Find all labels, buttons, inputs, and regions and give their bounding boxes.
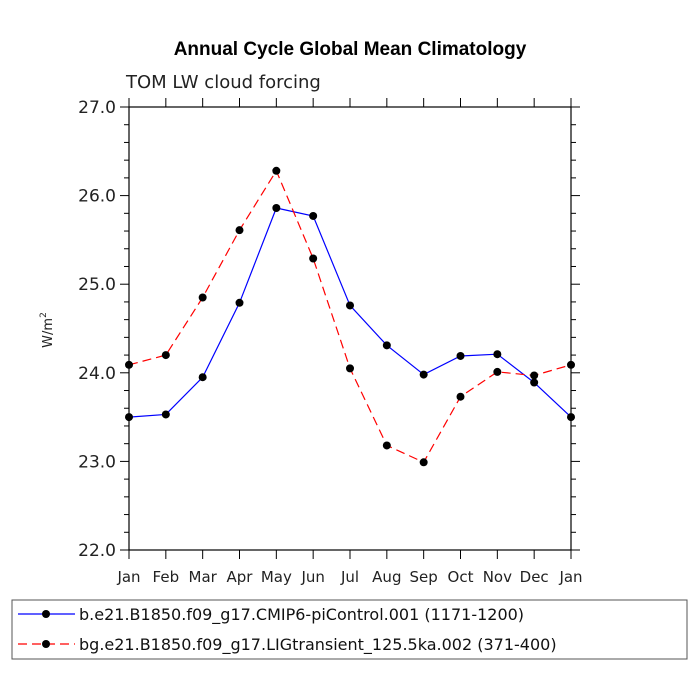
series-1-point <box>309 211 318 220</box>
series-1-point <box>567 413 575 422</box>
x-tick-label: Jan <box>116 568 140 586</box>
legend-box <box>11 599 688 660</box>
x-tick-label: Mar <box>189 568 218 586</box>
legend-label-2: bg.e21.B1850.f09_g17.LIGtransient_125.5k… <box>79 635 557 655</box>
series-2-point <box>530 371 539 380</box>
series-line-1 <box>128 207 572 418</box>
series-2-point <box>419 458 428 467</box>
chart-title: Annual Cycle Global Mean Climatology <box>174 39 527 60</box>
legend: b.e21.B1850.f09_g17.CMIP6-piControl.001 … <box>11 599 688 660</box>
series-1-point <box>161 410 170 419</box>
series-2-point <box>125 360 133 369</box>
series-2-point <box>198 293 207 302</box>
series-1-point <box>125 413 133 422</box>
plot-axes: 22.0 23.0 24.0 25.0 26.0 27.0 Jan Feb Mar Apr May J… <box>78 98 583 586</box>
x-tick-label: Aug <box>372 568 401 586</box>
series-1-point <box>382 341 391 350</box>
x-tick-label: May <box>261 568 292 586</box>
legend-label-1: b.e21.B1850.f09_g17.CMIP6-piControl.001 … <box>79 605 524 625</box>
series-1-point <box>456 351 465 360</box>
y-tick-label: 27.0 <box>78 98 116 118</box>
y-axis-label-superscript: 2 <box>39 312 49 318</box>
series-1-point <box>346 301 354 310</box>
x-tick-label: Apr <box>227 568 254 586</box>
y-axis-label: W/m2 <box>39 312 56 348</box>
series-line-2 <box>128 169 572 464</box>
series-2-point <box>567 360 575 369</box>
legend-marker-1 <box>42 610 50 618</box>
series-2-point <box>346 364 354 373</box>
series-1-point <box>493 350 502 359</box>
x-tick-label: Jul <box>340 568 359 586</box>
series-layer <box>125 166 575 467</box>
x-tick-label: Jan <box>558 568 582 586</box>
series-1-point <box>198 373 207 382</box>
series-1-point <box>530 378 539 387</box>
series-2-point <box>235 226 244 235</box>
series-2-point <box>456 392 465 401</box>
series-1-point <box>235 298 244 307</box>
y-tick-label: 23.0 <box>78 452 116 472</box>
y-tick-label: 24.0 <box>78 364 116 384</box>
x-tick-label: Oct <box>448 568 474 586</box>
x-tick-label: Feb <box>153 568 180 586</box>
series-1-point <box>419 370 428 379</box>
y-axis-label-unit: W/m <box>41 318 56 348</box>
plot-frame <box>128 106 572 551</box>
series-1-point <box>272 204 281 213</box>
series-2-point <box>382 441 391 450</box>
y-tick-label: 25.0 <box>78 275 116 295</box>
series-2-point <box>309 254 318 263</box>
series-2-point <box>161 351 170 360</box>
series-2-point <box>493 367 502 376</box>
chart-subtitle: TOM LW cloud forcing <box>125 72 321 93</box>
x-tick-label: Nov <box>483 568 512 586</box>
series-2-point <box>272 166 281 175</box>
y-tick-label: 22.0 <box>78 541 116 561</box>
legend-marker-2 <box>42 640 50 648</box>
x-tick-label: Jun <box>300 568 324 586</box>
x-tick-label: Dec <box>520 568 549 586</box>
x-tick-label: Sep <box>410 568 438 586</box>
y-tick-label: 26.0 <box>78 187 116 207</box>
